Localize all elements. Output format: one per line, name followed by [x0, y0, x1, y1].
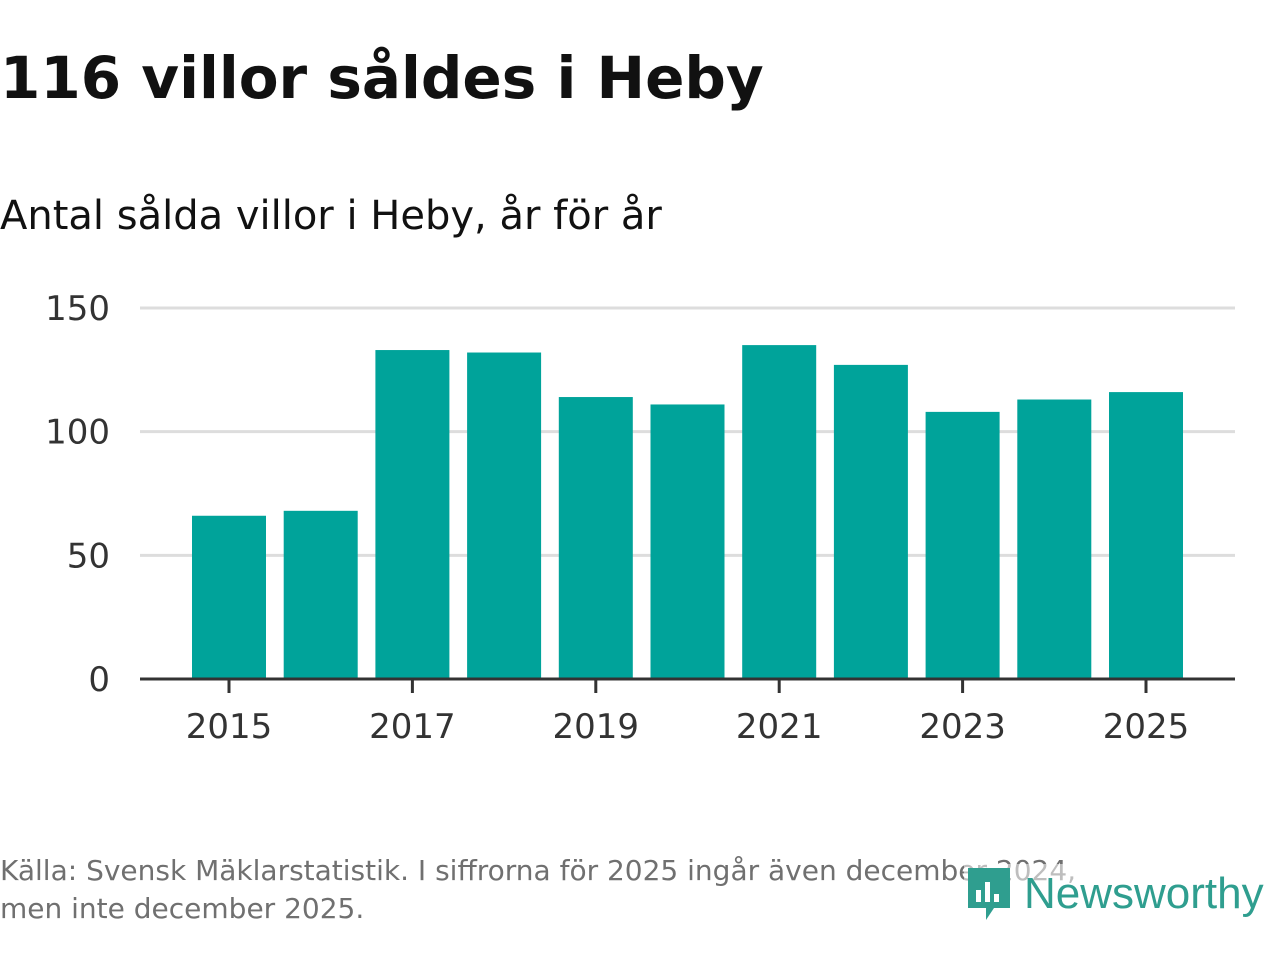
logo-text: Newsworthy [1024, 869, 1264, 918]
chart-title: 116 villor såldes i Heby [0, 44, 764, 112]
y-tick-label-150: 150 [45, 289, 110, 329]
bars [192, 345, 1183, 679]
y-tick-label-0: 0 [88, 660, 110, 700]
source-note-line-1: Källa: Svensk Mäklarstatistik. I siffror… [0, 854, 1077, 887]
x-tick-label-2021: 2021 [736, 707, 823, 747]
bar-2024 [1017, 399, 1092, 679]
x-tick-label-2019: 2019 [553, 707, 640, 747]
x-tick-label-2025: 2025 [1103, 707, 1190, 747]
source-note: Källa: Svensk Mäklarstatistik. I siffror… [0, 852, 1210, 928]
source-note-line-2: men inte december 2025. [0, 892, 365, 925]
x-tick-label-2015: 2015 [186, 707, 273, 747]
bar-2021 [742, 345, 817, 679]
y-axis-tick-labels: 0 50 100 150 [45, 289, 110, 700]
bar-2023 [925, 411, 1000, 679]
bar-2016 [283, 510, 358, 679]
chart-subtitle: Antal sålda villor i Heby, år för år [0, 193, 662, 239]
x-tick-label-2017: 2017 [369, 707, 456, 747]
bar-2015 [192, 515, 266, 679]
bar-2025 [1109, 392, 1183, 679]
bar-2018 [467, 352, 542, 679]
y-tick-label-50: 50 [67, 536, 110, 576]
newsworthy-logo-icon [968, 868, 1010, 920]
x-tick-label-2023: 2023 [919, 707, 1006, 747]
x-axis [140, 677, 1235, 693]
bar-2017 [375, 350, 450, 679]
newsworthy-logo: Newsworthy [964, 864, 1264, 924]
y-tick-label-100: 100 [45, 413, 110, 453]
x-axis-tick-labels: 2015 2017 2019 2021 2023 2025 [186, 707, 1190, 747]
bar-2019 [558, 397, 633, 679]
bar-2022 [833, 364, 908, 679]
bar-2020 [650, 404, 725, 679]
